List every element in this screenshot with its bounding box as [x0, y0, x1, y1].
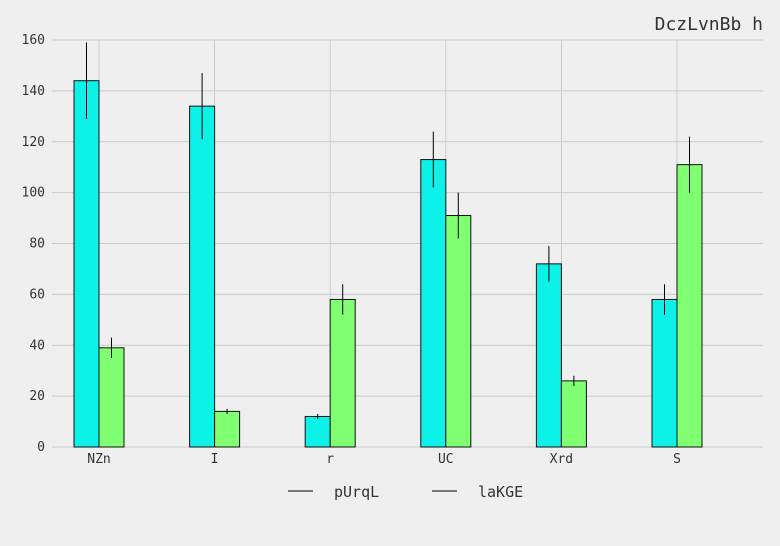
y-tick-label: 80: [29, 237, 45, 252]
y-tick-label: 160: [22, 33, 45, 48]
bars: [73, 80, 703, 448]
bar-laKGE: [98, 347, 125, 448]
bar-laKGE: [445, 215, 472, 448]
bar-pUrqL: [420, 159, 447, 448]
x-tick-label: UC: [438, 452, 454, 467]
error-bars: [86, 42, 690, 420]
y-tick-label: 120: [22, 135, 45, 150]
y-axis: 0 20 40 60 80 100 120 140 160: [22, 33, 45, 455]
bar-pUrqL: [189, 105, 216, 448]
y-tick-label: 100: [22, 186, 45, 201]
y-tick-label: 0: [37, 440, 45, 455]
bar-laKGE: [560, 380, 587, 448]
bar-laKGE: [329, 298, 356, 448]
bar-pUrqL: [304, 415, 331, 448]
legend: pUrqL laKGE: [288, 483, 523, 501]
bar-pUrqL: [73, 80, 100, 448]
x-tick-label: S: [673, 452, 681, 467]
y-tick-label: 140: [22, 84, 45, 99]
chart-title: DczLvnBb h: [655, 14, 763, 35]
y-tick-label: 60: [29, 287, 45, 302]
legend-item: laKGE: [432, 483, 523, 501]
bar-pUrqL: [535, 263, 562, 448]
legend-item: pUrqL: [288, 483, 379, 501]
bar-laKGE: [214, 410, 241, 448]
x-tick-label: Xrd: [550, 452, 573, 467]
x-tick-label: NZn: [87, 452, 110, 467]
y-tick-label: 40: [29, 338, 45, 353]
bar-pUrqL: [651, 298, 678, 448]
legend-label: laKGE: [478, 483, 523, 501]
x-tick-label: r: [326, 452, 334, 467]
bar-laKGE: [676, 164, 703, 448]
y-tick-label: 20: [29, 389, 45, 404]
legend-label: pUrqL: [334, 483, 379, 501]
x-tick-label: I: [211, 452, 219, 467]
